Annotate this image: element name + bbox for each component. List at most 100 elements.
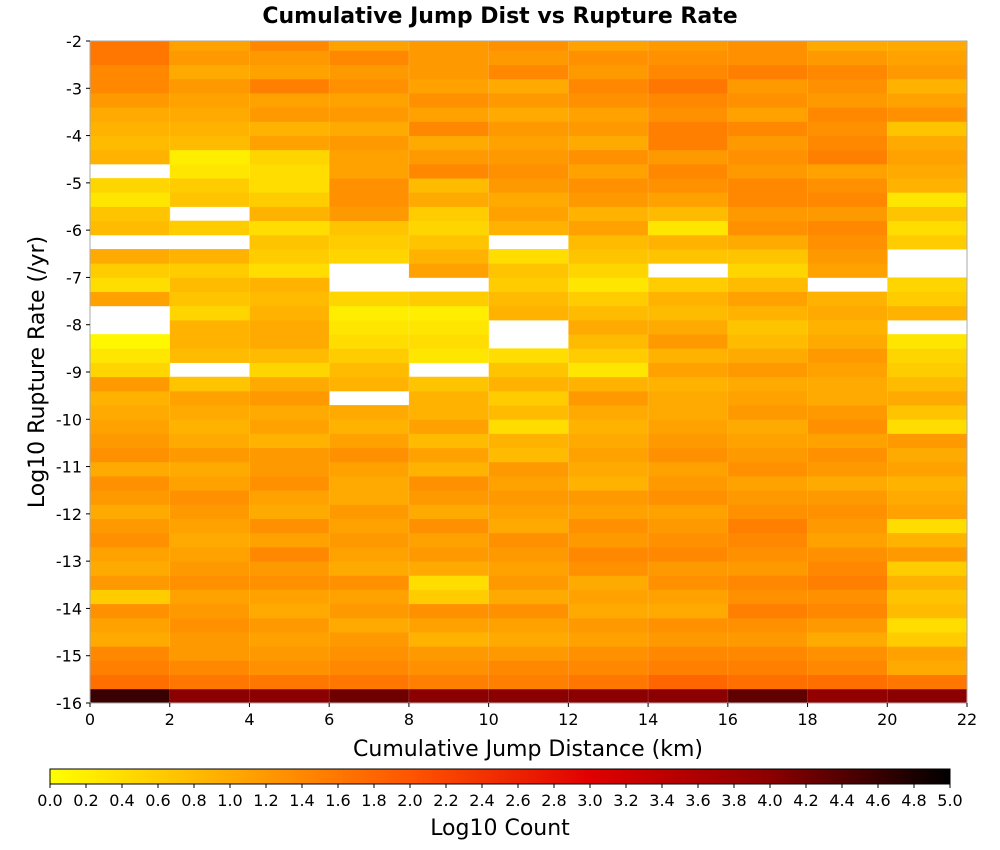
- heatmap-cell: [648, 504, 729, 519]
- heatmap-cell: [488, 135, 569, 151]
- heatmap-cell: [727, 305, 808, 321]
- x-axis: 0 2 4 6 8 10 12 14 16 18 20 22: [85, 703, 977, 729]
- heatmap-cell: [90, 546, 171, 562]
- heatmap-cell: [90, 447, 171, 463]
- heatmap-cell: [169, 490, 250, 505]
- heatmap-cell: [648, 405, 729, 420]
- heatmap-cell: [329, 518, 410, 534]
- heatmap-cell: [727, 93, 808, 108]
- heatmap-cell: [807, 561, 888, 576]
- heatmap-cell: [90, 476, 171, 491]
- heatmap-cell: [408, 376, 490, 392]
- heatmap-cell: [887, 433, 968, 449]
- heatmap-cell: [648, 646, 729, 661]
- colorbar-tick-label: 0.6: [145, 791, 170, 810]
- heatmap-cell: [807, 93, 888, 108]
- heatmap-cell: [807, 41, 888, 51]
- heatmap-cell: [488, 390, 569, 406]
- heatmap-cell: [408, 660, 490, 676]
- heatmap-cell: [807, 334, 888, 349]
- heatmap-cell: [887, 135, 968, 151]
- heatmap-cell: [807, 305, 888, 321]
- heatmap-cell: [249, 646, 330, 661]
- heatmap-cell: [727, 688, 808, 704]
- colorbar-tick-label: 3.4: [649, 791, 674, 810]
- heatmap-cell: [249, 234, 330, 250]
- heatmap-cell: [408, 149, 490, 165]
- heatmap-cell: [568, 234, 649, 250]
- heatmap-cell: [90, 41, 171, 51]
- y-tick-label: -9: [66, 363, 82, 382]
- heatmap-cell: [887, 390, 968, 406]
- heatmap-cell: [887, 121, 968, 136]
- heatmap-cell: [807, 121, 888, 136]
- heatmap-cell: [727, 660, 808, 676]
- heatmap-cell: [727, 490, 808, 505]
- heatmap-cell: [488, 674, 569, 690]
- y-tick-label: -13: [56, 552, 82, 571]
- heatmap-cell: [568, 603, 649, 619]
- heatmap-cell: [887, 41, 968, 51]
- heatmap-cell: [408, 121, 490, 136]
- colorbar-tick-label: 4.8: [901, 791, 926, 810]
- heatmap-cell: [568, 78, 649, 94]
- heatmap-cell: [169, 149, 250, 165]
- heatmap-cell: [169, 518, 250, 534]
- heatmap-cell: [887, 603, 968, 619]
- heatmap-cell: [408, 575, 490, 590]
- heatmap-cell: [568, 41, 649, 51]
- heatmap-cell: [329, 660, 410, 676]
- heatmap-cell: [90, 603, 171, 619]
- heatmap-cell: [169, 178, 250, 193]
- heatmap-cell: [727, 334, 808, 349]
- heatmap-cell: [488, 348, 569, 363]
- heatmap-cell: [887, 362, 968, 378]
- colorbar-tick-label: 3.6: [685, 791, 710, 810]
- heatmap-cell: [568, 532, 649, 548]
- heatmap-cell: [727, 348, 808, 363]
- heatmap-cell: [90, 490, 171, 505]
- heatmap-cell: [90, 433, 171, 449]
- heatmap-cell: [568, 263, 649, 278]
- heatmap-cell: [727, 50, 808, 66]
- heatmap-cell: [249, 561, 330, 576]
- heatmap-cell: [568, 163, 649, 179]
- heatmap-cell: [249, 546, 330, 562]
- heatmap-cell: [807, 107, 888, 122]
- heatmap-cell: [648, 78, 729, 94]
- heatmap-cell: [568, 561, 649, 576]
- heatmap-cell: [568, 433, 649, 449]
- heatmap-cell: [568, 121, 649, 136]
- colorbar-tick-label: 4.0: [757, 791, 782, 810]
- y-axis: -2 -3 -4 -5 -6 -7 -8 -9 -10 -11 -12 -13 -14 -15 -16: [56, 32, 90, 713]
- heatmap-cell: [249, 674, 330, 690]
- heatmap-cell: [408, 163, 490, 179]
- heatmap-cell: [408, 603, 490, 619]
- heatmap-cell: [807, 149, 888, 165]
- heatmap-cell: [488, 646, 569, 661]
- heatmap-cell: [648, 291, 729, 307]
- heatmap-cell: [249, 447, 330, 463]
- heatmap-cell: [887, 476, 968, 491]
- heatmap-cell: [249, 660, 330, 676]
- heatmap-cell: [408, 50, 490, 66]
- heatmap-cell: [329, 532, 410, 548]
- heatmap-cell: [568, 291, 649, 307]
- heatmap-cell: [169, 93, 250, 108]
- heatmap-cell: [727, 277, 808, 293]
- heatmap-cell: [807, 447, 888, 463]
- heatmap-cell: [408, 461, 490, 477]
- heatmap-cell: [408, 93, 490, 108]
- heatmap-cell: [408, 263, 490, 278]
- heatmap-cell: [329, 632, 410, 647]
- heatmap-cell: [568, 632, 649, 647]
- heatmap-cell: [249, 220, 330, 236]
- heatmap-cell: [408, 334, 490, 349]
- heatmap-cell: [90, 376, 171, 392]
- heatmap-cell: [568, 50, 649, 66]
- heatmap-cell: [807, 518, 888, 534]
- heatmap-cell: [648, 390, 729, 406]
- heatmap-cell: [648, 64, 729, 80]
- heatmap-cell: [169, 277, 250, 293]
